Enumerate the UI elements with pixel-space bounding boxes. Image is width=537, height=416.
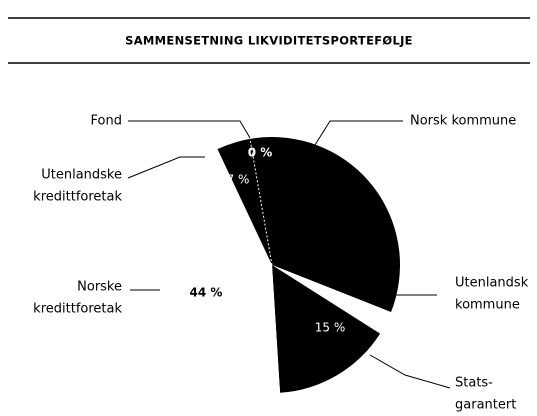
- leader-line: [127, 156, 205, 179]
- chart-title: SAMMENSETNING LIKVIDITETSPORTEFØLJE: [125, 34, 413, 48]
- pie-slice: [272, 265, 381, 393]
- value-label: 15 %: [315, 321, 346, 335]
- slice-label: kommune: [455, 298, 520, 313]
- slice-label: Utenlandske: [41, 168, 122, 183]
- leader-line: [369, 354, 451, 389]
- slice-label: Norsk kommune: [410, 114, 516, 129]
- slice-label: Norske: [77, 280, 122, 295]
- leader-line: [128, 120, 251, 139]
- leader-line: [314, 120, 403, 146]
- pie-slice: [272, 137, 400, 313]
- pie-slice: [272, 265, 392, 334]
- value-label: 3 %: [359, 286, 384, 300]
- value-label: 0 %: [248, 146, 273, 160]
- pie-slice: [217, 137, 272, 265]
- value-label: 44 %: [190, 286, 223, 300]
- slice-label: garantert: [455, 398, 516, 413]
- slice-label: Utenlandsk: [455, 276, 529, 291]
- slice-label: Fond: [91, 114, 122, 129]
- slice-label: kredittforetak: [33, 302, 122, 317]
- slice-label: kredittforetak: [33, 190, 122, 205]
- value-label: 7 %: [227, 173, 250, 187]
- divider: [249, 138, 273, 266]
- pie-slice: [143, 149, 281, 394]
- slice-label: Stats-: [455, 376, 493, 391]
